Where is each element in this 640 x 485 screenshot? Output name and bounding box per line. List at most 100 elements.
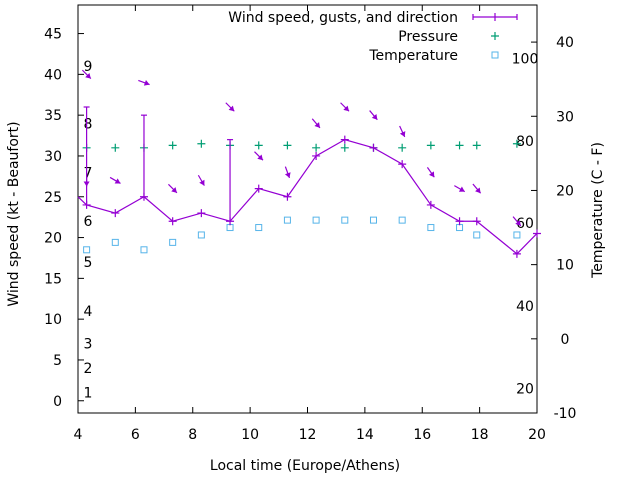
pressure-point — [472, 141, 481, 150]
x-tick-label: 12 — [299, 427, 317, 443]
pressure-point — [340, 143, 349, 152]
x-tick-label: 8 — [188, 427, 197, 443]
temperature-point — [283, 216, 291, 224]
wind-point — [455, 217, 464, 226]
temperature-point — [369, 216, 377, 224]
wind-point — [139, 192, 148, 201]
wind-direction-arrowhead — [228, 105, 235, 112]
fahrenheit-label: 80 — [516, 134, 534, 150]
y2-tick-label: 10 — [556, 258, 574, 274]
temperature-point — [456, 224, 464, 232]
x-tick-label: 14 — [356, 427, 374, 443]
temperature-point — [169, 238, 177, 246]
beaufort-label: 1 — [84, 386, 93, 402]
wind-point — [254, 184, 263, 193]
x-tick-label: 16 — [413, 427, 431, 443]
legend-swatch-wind-marks — [472, 13, 518, 21]
pressure-point — [512, 139, 521, 148]
wind-point — [512, 249, 521, 258]
pressure-point — [197, 139, 206, 148]
beaufort-label: 2 — [84, 361, 93, 377]
wind-direction-arrowhead — [257, 154, 263, 161]
fahrenheit-label: 20 — [516, 382, 534, 398]
y-tick-label: 25 — [44, 190, 62, 206]
x-axis-label: Local time (Europe/Athens) — [210, 458, 400, 474]
x-tick-label: 4 — [74, 427, 83, 443]
pressure-point — [455, 141, 464, 150]
wind-point — [369, 143, 378, 152]
temperature-point — [140, 246, 148, 254]
wind-direction-arrowhead — [114, 178, 121, 184]
x-tick-label: 20 — [528, 427, 546, 443]
fahrenheit-label: 100 — [512, 51, 539, 67]
x-tick-label: 6 — [131, 427, 140, 443]
beaufort-label: 7 — [84, 165, 93, 181]
pressure-point — [254, 141, 263, 150]
temperature-point — [83, 246, 91, 254]
legend-label-temperature: Temperature — [368, 48, 458, 64]
pressure-point — [111, 143, 120, 152]
wind-point — [312, 151, 321, 160]
wind-point — [197, 209, 206, 218]
beaufort-label: 3 — [84, 337, 93, 353]
beaufort-label: 5 — [84, 255, 93, 271]
temperature-point — [473, 231, 481, 239]
y2-axis-label: Temperature (C - F) — [590, 142, 606, 279]
temperature-point — [226, 224, 234, 232]
wind-direction-arrowhead — [515, 220, 521, 226]
y-tick-label: 10 — [44, 312, 62, 328]
temperature-point — [255, 224, 263, 232]
legend-swatch-temperature — [491, 51, 499, 59]
x-tick-label: 18 — [471, 427, 489, 443]
wind-direction-arrowhead — [83, 181, 90, 187]
fahrenheit-label: 60 — [516, 216, 534, 232]
y2-tick-label: -10 — [554, 406, 577, 422]
wind-point — [111, 209, 120, 218]
y-tick-label: 15 — [44, 271, 62, 287]
y-tick-label: 40 — [44, 67, 62, 83]
wind-direction-arrowhead — [314, 122, 320, 128]
x-tick-label: 10 — [241, 427, 259, 443]
pressure-point — [312, 143, 321, 152]
y2-tick-label: 0 — [561, 332, 570, 348]
wind-point — [533, 229, 541, 238]
y-tick-label: 0 — [53, 394, 62, 410]
temperature-point — [513, 231, 521, 239]
beaufort-label: 8 — [84, 116, 93, 132]
wind-point — [426, 200, 435, 209]
wind-point — [168, 217, 177, 226]
y-tick-label: 35 — [44, 108, 62, 124]
pressure-point — [168, 141, 177, 150]
y2-tick-label: 20 — [556, 183, 574, 199]
wind-point — [472, 217, 481, 226]
plot-frame — [77, 4, 538, 414]
wind-direction-arrowhead — [85, 72, 91, 79]
temperature-point — [312, 216, 320, 224]
wind-point — [226, 217, 235, 226]
y2-tick-label: 40 — [556, 35, 574, 51]
pressure-point — [283, 141, 292, 150]
fahrenheit-label: 40 — [516, 299, 534, 315]
legend-label-pressure: Pressure — [398, 29, 458, 45]
wind-point — [340, 135, 349, 144]
wind-direction-arrowhead — [143, 80, 150, 86]
wind-direction-arrowhead — [284, 172, 291, 178]
pressure-point — [398, 143, 407, 152]
legend-swatch-pressure — [491, 32, 499, 40]
wind-direction-arrowhead — [475, 187, 481, 194]
temperature-point — [197, 231, 205, 239]
y2-tick-label: 30 — [556, 109, 574, 125]
wind-direction-arrowhead — [371, 113, 378, 120]
wind-direction-arrowhead — [171, 187, 177, 193]
wind-point — [82, 200, 91, 209]
wind-direction-arrowhead — [343, 105, 350, 112]
wind-direction-arrowhead — [199, 179, 205, 186]
pressure-point — [426, 141, 435, 150]
y-tick-label: 5 — [53, 353, 62, 369]
y-tick-label: 30 — [44, 149, 62, 165]
wind-point — [283, 192, 292, 201]
wind-direction-arrowhead — [458, 186, 465, 192]
beaufort-label: 9 — [84, 59, 93, 75]
